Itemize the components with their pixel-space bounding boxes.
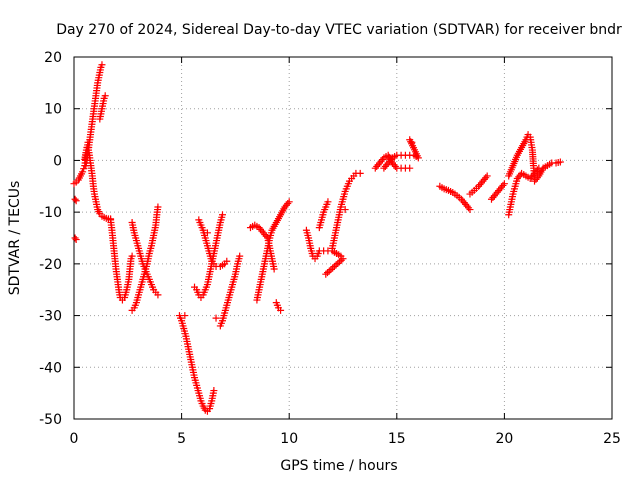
data-point	[277, 306, 285, 314]
y-tick-label: -30	[39, 309, 62, 325]
data-point	[325, 267, 333, 275]
data-point	[322, 270, 330, 278]
y-tick-label: -50	[39, 412, 62, 428]
data-point	[466, 206, 474, 214]
data-point	[210, 387, 218, 395]
data-point	[72, 197, 80, 205]
y-axis-label: SDTVAR / TECUs	[7, 181, 23, 296]
data-point	[408, 138, 416, 146]
x-tick-label: 25	[603, 431, 621, 447]
data-point	[336, 258, 344, 266]
data-point	[324, 198, 332, 206]
data-point	[391, 162, 399, 170]
data-point	[101, 92, 109, 100]
data-point	[79, 168, 87, 176]
data-point	[223, 257, 231, 265]
data-point	[154, 291, 162, 299]
data-point	[285, 198, 293, 206]
data-point	[378, 156, 386, 164]
grid	[74, 57, 612, 419]
data-point	[334, 259, 342, 267]
data-point	[387, 156, 395, 164]
y-tick-label: 0	[53, 153, 62, 169]
y-tick-label: 20	[44, 50, 62, 66]
data-point	[356, 169, 364, 177]
data-point	[465, 204, 473, 212]
data-point	[203, 229, 211, 237]
data-point	[327, 266, 335, 274]
chart-title: Day 270 of 2024, Sidereal Day-to-day VTE…	[56, 22, 622, 38]
x-tick-label: 5	[177, 431, 186, 447]
x-tick-label: 10	[280, 431, 298, 447]
x-tick-label: 0	[70, 431, 79, 447]
data-point	[330, 262, 338, 270]
y-tick-label: -10	[39, 205, 62, 221]
data-point	[212, 314, 220, 322]
data-point	[71, 234, 79, 242]
y-tick-label: -20	[39, 257, 62, 273]
data-point	[284, 200, 292, 208]
x-tick-label: 15	[388, 431, 406, 447]
data-point	[556, 158, 564, 166]
x-axis-label: GPS time / hours	[280, 458, 397, 474]
data-point	[482, 174, 490, 182]
data-point	[236, 252, 244, 260]
data-point	[533, 174, 541, 182]
data-point	[337, 256, 345, 264]
data-point	[218, 211, 226, 219]
data-point	[270, 265, 278, 273]
data-point	[71, 195, 79, 203]
x-tick-label: 20	[495, 431, 513, 447]
data-point	[98, 61, 106, 69]
data-point	[72, 236, 80, 244]
y-tick-label: -40	[39, 360, 62, 376]
data-point	[329, 264, 337, 272]
data-point	[262, 232, 270, 240]
data-point	[181, 312, 189, 320]
y-tick-label: 10	[44, 102, 62, 118]
data-point	[339, 255, 347, 263]
data-points	[70, 61, 564, 415]
data-point	[341, 206, 349, 214]
data-point	[154, 203, 162, 211]
data-point	[500, 180, 508, 188]
data-point	[483, 172, 491, 180]
data-point	[324, 269, 332, 277]
axis-ticks: 0 5 10 15 20 25 -50 -40 -30 -20 -10 0 10 20	[39, 50, 621, 447]
data-point	[332, 261, 340, 269]
data-point	[406, 164, 414, 172]
data-point	[128, 252, 136, 260]
data-point	[499, 181, 507, 189]
